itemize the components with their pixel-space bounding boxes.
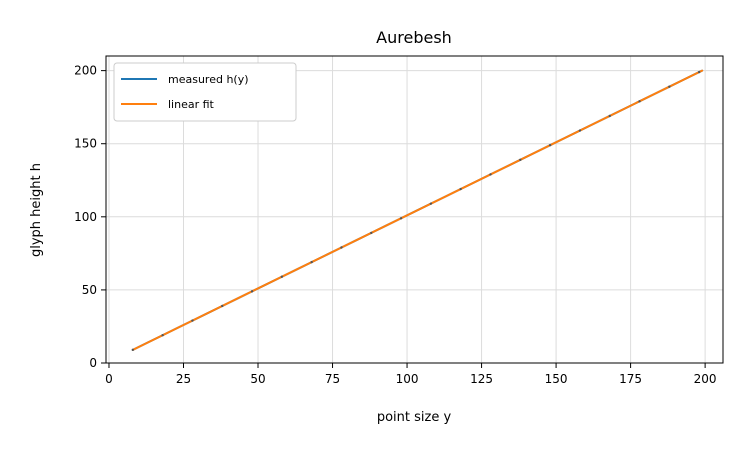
data-point-measured — [578, 129, 582, 132]
data-point-measured — [280, 275, 284, 278]
y-tick-label: 200 — [74, 64, 97, 78]
y-tick-label: 100 — [74, 210, 97, 224]
legend-label-measured: measured h(y) — [168, 73, 249, 86]
data-point-measured — [161, 334, 164, 337]
data-point-measured — [370, 231, 373, 235]
x-tick-label: 200 — [694, 372, 717, 386]
legend: measured h(y) linear fit — [113, 62, 297, 122]
x-tick-label: 25 — [176, 372, 191, 386]
data-point-measured — [191, 319, 194, 322]
data-point-measured — [697, 70, 701, 74]
y-tick-label: 0 — [89, 356, 97, 370]
data-point-measured — [310, 260, 313, 264]
x-tick-label: 75 — [325, 372, 340, 386]
legend-box — [113, 62, 297, 122]
plot-frame — [105, 55, 724, 364]
data-point-measured — [519, 158, 522, 161]
data-point-measured — [340, 246, 343, 249]
legend-label-fit: linear fit — [168, 98, 215, 111]
x-tick-label: 175 — [619, 372, 642, 386]
x-tick-label: 100 — [396, 372, 419, 386]
data-point-measured — [250, 290, 254, 293]
data-point-measured — [489, 173, 492, 176]
data-point-measured — [668, 85, 671, 88]
chart-title: Aurebesh — [376, 28, 452, 47]
data-point-measured — [429, 202, 433, 205]
x-tick-label: 0 — [105, 372, 113, 386]
y-tick-label: 50 — [82, 283, 97, 297]
data-point-measured — [399, 217, 403, 220]
data-point-measured — [221, 304, 224, 308]
x-tick-label: 125 — [470, 372, 493, 386]
series-line-fit — [131, 69, 704, 351]
data-point-measured — [608, 114, 611, 118]
x-axis-label: point size y — [377, 410, 452, 425]
y-tick-label: 150 — [74, 137, 97, 151]
y-axis-label: glyph height h — [29, 163, 44, 257]
data-point-measured — [131, 348, 135, 352]
ticks: 0 25 50 75 100 125 150 175 200 0 50 100 150 200 — [74, 64, 716, 386]
data-point-measured — [459, 187, 462, 191]
x-tick-label: 150 — [545, 372, 568, 386]
data-point-measured — [548, 143, 552, 147]
x-tick-label: 50 — [250, 372, 265, 386]
data-point-measured — [638, 100, 641, 103]
series-layer — [131, 69, 704, 352]
